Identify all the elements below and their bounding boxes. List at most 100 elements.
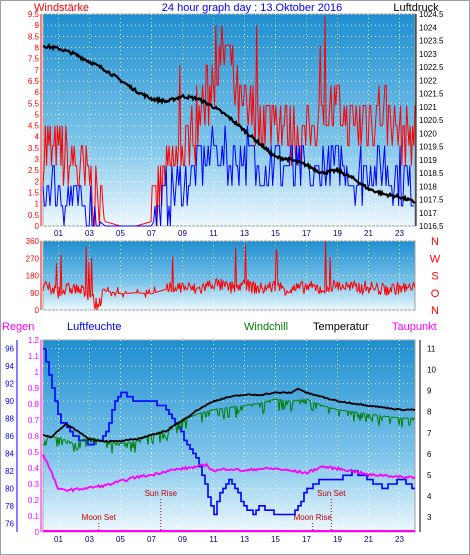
wind-axis-tick: 4.5 [28, 122, 40, 131]
pressure-axis-tick: 1022.5 [419, 63, 444, 72]
temperature-axis-tick: 6 [427, 450, 432, 459]
pressure-axis-tick: 1016.5 [419, 222, 444, 231]
temperature-axis-tick: 11 [427, 344, 436, 353]
pressure-axis-tick: 1020.5 [419, 116, 444, 125]
x-tick-label: 15 [271, 229, 280, 238]
event-label: Sun Rise [145, 489, 178, 498]
rain-axis-tick: 1.2 [28, 336, 40, 345]
wind-axis-tick: 8.5 [28, 32, 40, 41]
temp-humidity-layer: 01 03 05 07 09 11 13 15 17 19 21 237678808284868890… [5, 336, 436, 544]
rain-axis-tick: 0.7 [28, 416, 40, 425]
direction-axis-tick: 180 [26, 272, 40, 281]
temperature-axis-tick: 7 [427, 429, 432, 438]
wind-gust-series [42, 16, 416, 227]
temperature-axis-tick: 3 [427, 513, 432, 522]
wind-axis-tick: 1.5 [28, 189, 40, 198]
x-tick-label: 15 [271, 535, 280, 544]
wind-pressure-layer: 01 03 05 07 09 11 13 15 17 19 21 23 0 0.5 1 1.5 2 2.5 3 3.5… [28, 10, 444, 238]
direction-axis-tick: 90 [30, 289, 39, 298]
compass-label: S [431, 271, 438, 283]
pressure-axis-tick: 1023 [419, 50, 437, 59]
pressure-label: Luftdruck [393, 2, 439, 14]
humidity-series [43, 347, 415, 516]
humidity-axis-tick: 80 [5, 484, 14, 493]
x-tick-label: 19 [333, 229, 342, 238]
pressure-series [42, 43, 416, 204]
wind-axis-tick: 7.5 [28, 55, 40, 64]
x-tick-label: 01 [54, 229, 63, 238]
humidity-axis-tick: 94 [5, 362, 14, 371]
humidity-axis-tick: 86 [5, 432, 14, 441]
compass-label: N [431, 305, 439, 317]
x-tick-label: 07 [147, 229, 156, 238]
event-label: Moon Set [82, 513, 117, 522]
pressure-axis-tick: 1024 [419, 23, 437, 32]
x-tick-label: 17 [302, 535, 311, 544]
x-tick-label: 11 [209, 229, 218, 238]
wind-direction-plot [42, 240, 416, 311]
pressure-axis-tick: 1017.5 [419, 196, 444, 205]
wind-direction-series [42, 241, 416, 310]
x-tick-label: 13 [240, 229, 249, 238]
pressure-axis-tick: 1023.5 [419, 37, 444, 46]
wind-axis-tick: 7 [35, 66, 40, 75]
pressure-axis-tick: 1021.5 [419, 90, 444, 99]
x-tick-label: 05 [116, 535, 125, 544]
x-tick-label: 03 [85, 535, 94, 544]
pressure-axis-tick: 1022 [419, 76, 437, 85]
rain-axis-tick: 0.1 [28, 512, 40, 521]
x-tick-label: 13 [240, 535, 249, 544]
wind-axis-tick: 0 [35, 222, 40, 231]
x-tick-label: 23 [395, 229, 404, 238]
x-tick-label: 01 [54, 535, 63, 544]
direction-axis-tick: 360 [26, 237, 40, 246]
wind-axis-tick: 5 [35, 110, 40, 119]
wind-axis-tick: 0.5 [28, 211, 40, 220]
windchill-label: Windchill [244, 321, 288, 333]
wind-strength-label: Windstärke [34, 2, 89, 14]
wind-axis-tick: 2 [35, 177, 40, 186]
direction-axis-tick: 0 [35, 306, 40, 315]
rain-label: Regen [2, 321, 34, 333]
x-tick-label: 23 [395, 535, 404, 544]
humidity-label: Luftfeuchte [67, 321, 121, 333]
temperature-axis-tick: 8 [427, 408, 432, 417]
rain-axis-tick: 0.9 [28, 384, 40, 393]
humidity-axis-tick: 90 [5, 397, 14, 406]
dewpoint-label: Taupunkt [392, 321, 437, 333]
rain-axis-tick: 0.2 [28, 496, 40, 505]
wind-axis-tick: 9 [35, 21, 40, 30]
event-label: Moon Rise [294, 513, 333, 522]
wind-axis-tick: 2.5 [28, 166, 40, 175]
chart-title: 24 hour graph day : 13.Oktober 2016 [162, 2, 342, 14]
x-tick-label: 17 [302, 229, 311, 238]
x-tick-label: 11 [209, 535, 218, 544]
x-tick-label: 07 [147, 535, 156, 544]
pressure-axis-tick: 1024.5 [419, 10, 444, 19]
humidity-axis-tick: 82 [5, 467, 14, 476]
humidity-axis-tick: 88 [5, 415, 14, 424]
wind-axis-tick: 3.5 [28, 144, 40, 153]
wind-axis-tick: 5.5 [28, 99, 40, 108]
x-tick-label: 09 [178, 229, 187, 238]
temperature-series [42, 387, 416, 443]
direction-axis-tick: 270 [26, 254, 40, 263]
humidity-axis-tick: 92 [5, 380, 14, 389]
rain-axis-tick: 0.8 [28, 400, 40, 409]
x-tick-label: 21 [364, 535, 373, 544]
rain-axis-tick: 0.3 [28, 480, 40, 489]
pressure-axis-tick: 1017 [419, 209, 437, 218]
wind-axis-tick: 9.5 [28, 10, 40, 19]
rain-axis-tick: 0.5 [28, 448, 40, 457]
pressure-axis-tick: 1018.5 [419, 169, 444, 178]
wind-axis-tick: 6 [35, 88, 40, 97]
pressure-axis-tick: 1021 [419, 103, 437, 112]
humidity-axis-tick: 76 [5, 519, 14, 528]
x-tick-label: 05 [116, 229, 125, 238]
wind-axis-tick: 8 [35, 43, 40, 52]
humidity-axis-tick: 84 [5, 449, 14, 458]
wind-axis-tick: 4 [35, 133, 40, 142]
x-tick-label: 19 [333, 535, 342, 544]
